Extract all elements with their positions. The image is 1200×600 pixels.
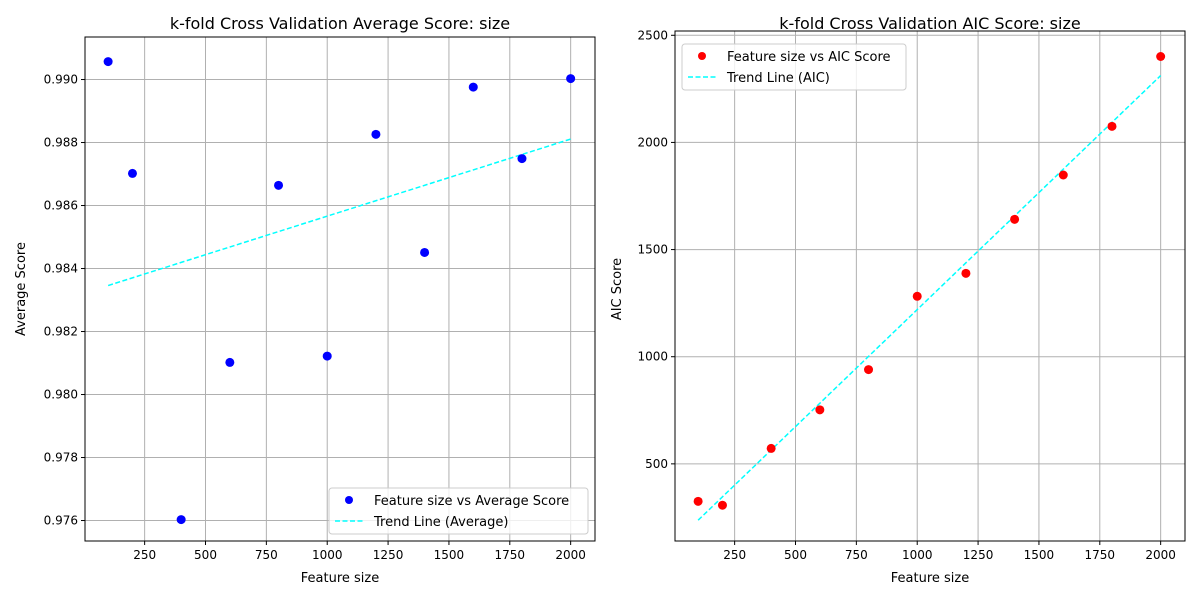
legend: Feature size vs AIC Score Trend Line (AI… [681, 43, 907, 91]
x-tick-label: 1500 [434, 548, 465, 562]
legend-label-trend: Trend Line (AIC) [726, 71, 830, 86]
scatter-point [815, 405, 825, 415]
y-tick-label: 0.986 [44, 199, 78, 213]
scatter-point [468, 82, 478, 92]
legend-box [681, 43, 907, 91]
scatter-point [717, 500, 727, 510]
x-tick-label: 1000 [902, 548, 933, 562]
scatter-point [912, 291, 922, 301]
trend-line [697, 75, 1162, 521]
scatter-point [517, 154, 527, 164]
scatter-point [1156, 52, 1166, 61]
scatter-point [961, 268, 971, 278]
x-tick-label: 1750 [1085, 548, 1116, 562]
y-axis-label: Average Score [14, 242, 29, 336]
scatter-point [693, 496, 703, 506]
x-tick-label: 1000 [312, 548, 343, 562]
scatter-point [127, 168, 137, 178]
x-tick-label: 2000 [1145, 548, 1176, 562]
y-tick-label: 2500 [637, 28, 668, 42]
series-layer [103, 57, 576, 525]
scatter-point [566, 74, 576, 84]
y-tick-label: 0.988 [44, 136, 78, 150]
legend-label-scatter: Feature size vs Average Score [374, 494, 569, 509]
x-tick-label: 2000 [555, 548, 586, 562]
legend-label-trend: Trend Line (Average) [373, 515, 508, 530]
scatter-point [322, 351, 332, 361]
x-tick-label: 250 [723, 548, 746, 562]
scatter-point [225, 357, 235, 367]
scatter-point [176, 515, 186, 525]
y-tick-label: 0.982 [44, 325, 78, 339]
ticks: 250 500 750 1000 1250 1500 1750 2000 0.976 0.978 0… [44, 73, 586, 562]
chart-title: k-fold Cross Validation AIC Score: size [779, 14, 1080, 33]
scatter-point [1010, 214, 1020, 224]
chart-title: k-fold Cross Validation Average Score: s… [170, 14, 510, 33]
grid [85, 37, 595, 541]
ticks: 250 500 750 1000 1250 1500 1750 2000 500 1000 1500… [637, 28, 1175, 562]
x-tick-label: 750 [845, 548, 868, 562]
y-tick-label: 2000 [637, 135, 668, 149]
x-tick-label: 1250 [963, 548, 994, 562]
y-tick-label: 0.976 [44, 514, 78, 528]
scatter-point [1107, 121, 1117, 131]
y-tick-label: 0.978 [44, 451, 78, 465]
plot-area-frame [84, 36, 596, 542]
x-tick-label: 750 [255, 548, 278, 562]
scatter-point [1058, 170, 1068, 180]
legend-marker-scatter [698, 52, 706, 60]
legend-box [328, 487, 589, 535]
plot-area-frame [674, 30, 1186, 542]
scatter-point [766, 443, 776, 453]
trend-line [107, 138, 571, 287]
series-layer [693, 52, 1166, 521]
y-axis-label: AIC Score [610, 258, 625, 320]
legend: Feature size vs Average Score Trend Line… [328, 487, 589, 535]
x-tick-label: 500 [784, 548, 807, 562]
scatter-point [274, 180, 284, 190]
average-score-chart: 250 500 750 1000 1250 1500 1750 2000 0.976 0.978 0… [14, 14, 596, 586]
x-tick-label: 250 [133, 548, 156, 562]
x-axis-label: Feature size [891, 571, 969, 586]
x-tick-label: 1250 [373, 548, 404, 562]
legend-label-scatter: Feature size vs AIC Score [727, 50, 891, 65]
scatter-point [103, 57, 113, 67]
y-tick-label: 0.984 [44, 262, 78, 276]
scatter-point [420, 247, 430, 257]
scatter-point [864, 365, 874, 375]
scatter-point [371, 129, 381, 139]
x-tick-label: 1750 [495, 548, 526, 562]
legend-marker-scatter [345, 496, 353, 504]
y-tick-label: 0.990 [44, 73, 78, 87]
y-tick-label: 500 [645, 457, 668, 471]
y-tick-label: 1500 [637, 243, 668, 257]
aic-score-chart: 250 500 750 1000 1250 1500 1750 2000 500 1000 1500… [610, 14, 1186, 586]
x-axis-label: Feature size [301, 571, 379, 586]
y-tick-label: 0.980 [44, 388, 78, 402]
grid [675, 31, 1185, 541]
y-tick-label: 1000 [637, 350, 668, 364]
x-tick-label: 1500 [1024, 548, 1055, 562]
x-tick-label: 500 [194, 548, 217, 562]
